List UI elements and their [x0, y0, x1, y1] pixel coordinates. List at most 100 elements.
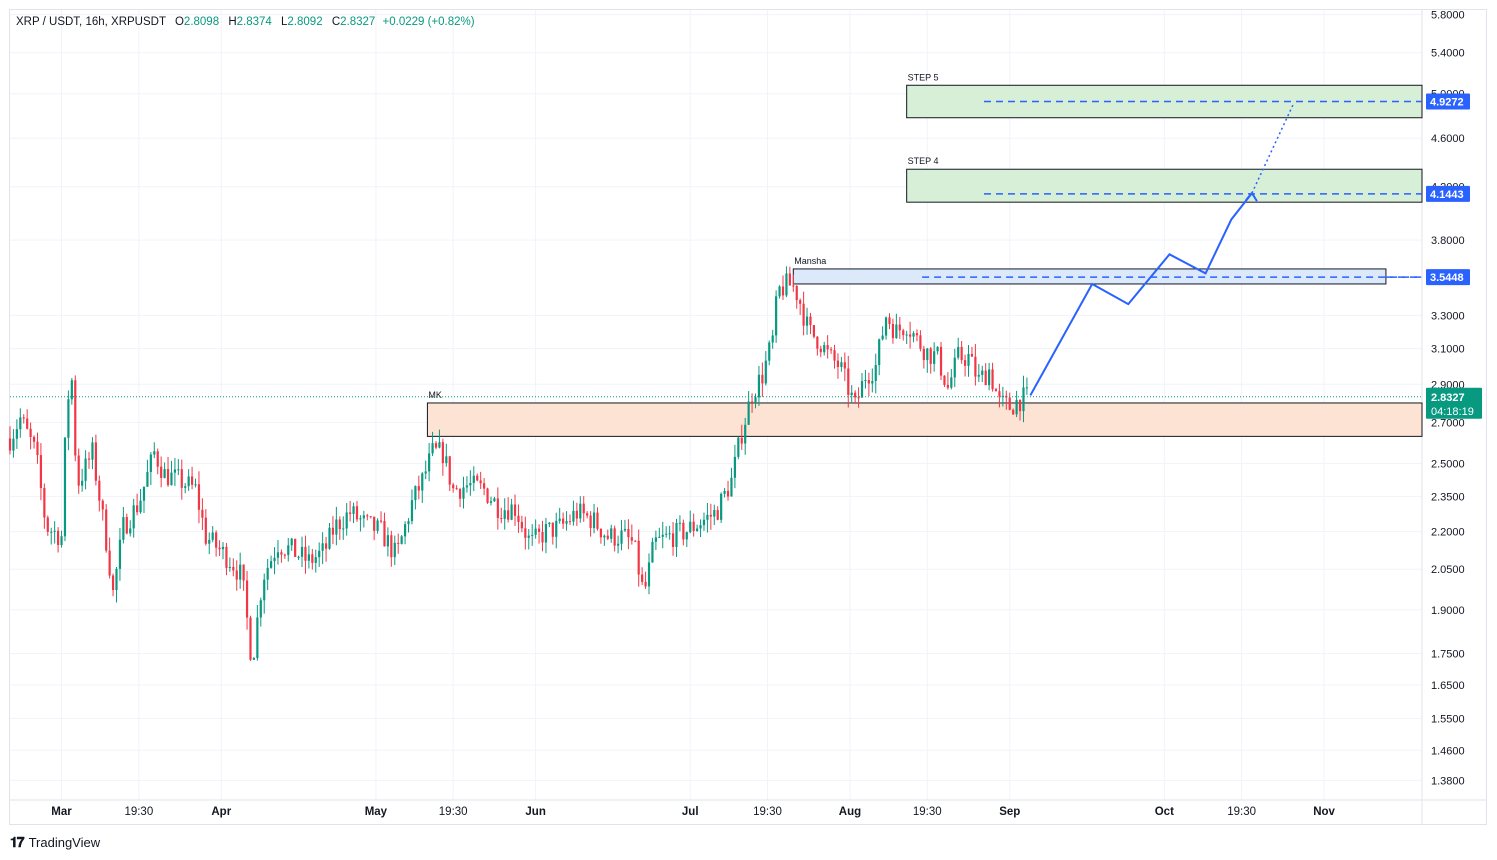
candle-body	[70, 380, 73, 400]
candle-body	[386, 535, 390, 547]
candle-body	[483, 483, 486, 489]
time-tick-label: 19:30	[124, 806, 153, 818]
candle-body	[637, 540, 640, 575]
candle-body	[22, 417, 25, 419]
candle-body	[737, 437, 740, 457]
zone-mk	[426, 402, 1423, 437]
price-tick-label: 2.0500	[1431, 564, 1465, 576]
time-tick-label: Oct	[1155, 806, 1174, 818]
candle-body	[8, 438, 12, 451]
candle-body	[764, 360, 767, 384]
candle-body	[586, 513, 589, 516]
price-tick-label: 2.2000	[1431, 527, 1465, 539]
candle-body	[884, 317, 888, 336]
zone-label: MK	[428, 390, 442, 400]
candle-body	[383, 520, 386, 547]
candle-body	[366, 515, 369, 517]
candle-body	[555, 520, 558, 537]
candle-body	[149, 454, 152, 472]
candle-body	[115, 568, 118, 591]
candle-body	[998, 391, 1001, 397]
candle-body	[730, 477, 733, 497]
tradingview-footer[interactable]: 𝟏𝟕 TradingView	[10, 834, 100, 851]
candle-body	[630, 537, 633, 541]
candle-body	[939, 346, 943, 376]
candle-body	[936, 346, 939, 352]
zone-label: Mansha	[794, 256, 826, 266]
chart-frame	[9, 9, 1487, 825]
tradingview-logo-icon: 𝟏𝟕	[10, 834, 25, 850]
candle-body	[754, 397, 757, 403]
candle-body	[335, 519, 338, 535]
candle-body	[740, 437, 743, 444]
candle-body	[125, 517, 128, 534]
candle-body	[32, 436, 36, 442]
time-tick-label: May	[365, 806, 388, 818]
candle-body	[421, 473, 424, 491]
candle-body	[180, 469, 183, 488]
candle-body	[909, 334, 912, 337]
candle-body	[225, 546, 228, 568]
candle-body	[792, 285, 795, 287]
candle-body	[242, 564, 245, 581]
candle-body	[410, 500, 414, 522]
candle-body	[228, 566, 231, 568]
candle-body	[146, 471, 149, 487]
candle-body	[943, 375, 946, 385]
candle-body	[170, 472, 173, 486]
candle-body	[503, 510, 506, 519]
candle-body	[280, 552, 283, 555]
candle-body	[616, 543, 620, 546]
candle-body	[596, 512, 599, 529]
candle-body	[342, 528, 345, 530]
level-price-tag-label: 4.9272	[1430, 97, 1464, 109]
candle-body	[215, 532, 218, 548]
candle-body	[551, 522, 554, 537]
candle-body	[829, 349, 833, 351]
candle-body	[699, 525, 702, 529]
candle-body	[744, 424, 747, 444]
candle-body	[706, 514, 709, 520]
candle-body	[812, 325, 816, 337]
candle-body	[857, 397, 860, 399]
price-tick-label: 2.7000	[1431, 417, 1465, 429]
candle-body	[290, 538, 293, 546]
candle-body	[1012, 409, 1015, 415]
candle-body	[967, 353, 970, 366]
candle-body	[963, 360, 967, 366]
candle-body	[493, 498, 496, 502]
candle-body	[235, 570, 238, 580]
candle-body	[541, 531, 544, 543]
candle-body	[74, 380, 77, 456]
candle-body	[94, 442, 97, 481]
candle-body	[122, 517, 125, 540]
time-tick-label: Aug	[839, 806, 861, 818]
candle-body	[403, 524, 407, 537]
candle-body	[211, 532, 214, 540]
candle-body	[1025, 387, 1029, 389]
open-value: 2.8098	[183, 16, 220, 28]
candle-body	[898, 324, 901, 331]
candle-body	[750, 401, 754, 403]
candle-body	[465, 485, 469, 488]
candle-body	[263, 579, 266, 601]
candle-body	[304, 546, 307, 561]
candle-body	[871, 381, 874, 384]
candle-body	[311, 554, 314, 563]
candle-body	[847, 368, 850, 396]
price-tick-label: 2.5000	[1431, 458, 1465, 470]
candle-body	[458, 489, 462, 499]
time-tick-label: Nov	[1313, 806, 1335, 818]
candle-body	[854, 392, 857, 398]
low-label: L	[281, 16, 288, 28]
candle-body	[733, 456, 736, 478]
candle-body	[324, 543, 328, 549]
symbol-label: XRP / USDT, 16h, XRPUSDT	[16, 16, 166, 28]
candle-body	[136, 505, 139, 513]
candle-body	[761, 374, 764, 384]
candle-body	[26, 418, 29, 429]
candle-body	[572, 510, 575, 522]
candle-body	[160, 466, 163, 478]
candle-body	[105, 509, 108, 551]
